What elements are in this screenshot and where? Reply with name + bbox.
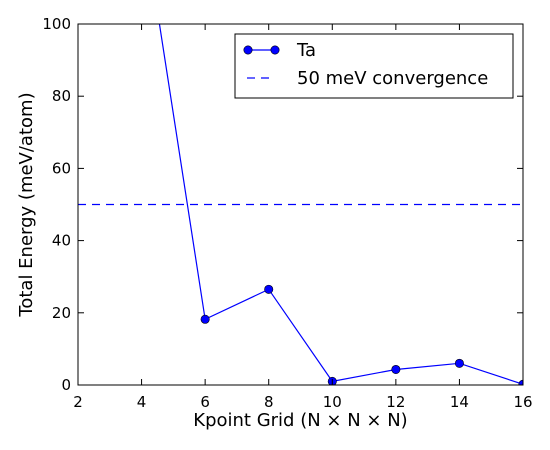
y-tick-label-20: 20: [52, 304, 71, 322]
data-point-ta-8: [264, 284, 274, 294]
legend-ta-label: Ta: [296, 40, 316, 61]
x-tick-label-8: 8: [264, 393, 274, 411]
x-tick-label-10: 10: [323, 393, 342, 411]
x-tick-label-6: 6: [200, 393, 210, 411]
legend-ta-marker-right: [270, 45, 280, 55]
legend-convergence-label: 50 meV convergence: [297, 68, 488, 89]
x-tick-label-12: 12: [386, 393, 405, 411]
tick-labels-layer: 2 4 6 8 10 12 14 16 0 20 40 60 80 100: [42, 15, 532, 411]
y-axis-label: Total Energy (meV/atom): [16, 92, 37, 317]
legend-box: [234, 33, 514, 99]
ticks-layer: [77, 23, 524, 386]
x-tick-label-4: 4: [137, 393, 147, 411]
x-tick-label-2: 2: [73, 393, 83, 411]
y-tick-label-40: 40: [52, 232, 71, 250]
x-axis-label: Kpoint Grid (N × N × N): [193, 410, 407, 431]
y-tick-label-100: 100: [42, 15, 71, 33]
y-tick-label-80: 80: [52, 87, 71, 105]
legend: Ta 50 meV convergence: [234, 33, 514, 99]
data-point-ta-12: [391, 364, 401, 374]
data-point-ta-6: [200, 314, 210, 324]
data-point-ta-14: [454, 358, 464, 368]
plot-frame: [77, 23, 524, 386]
legend-ta-marker-left: [243, 45, 253, 55]
x-tick-label-14: 14: [450, 393, 469, 411]
y-tick-label-0: 0: [61, 376, 71, 394]
y-tick-label-60: 60: [52, 159, 71, 177]
x-tick-label-16: 16: [513, 393, 532, 411]
